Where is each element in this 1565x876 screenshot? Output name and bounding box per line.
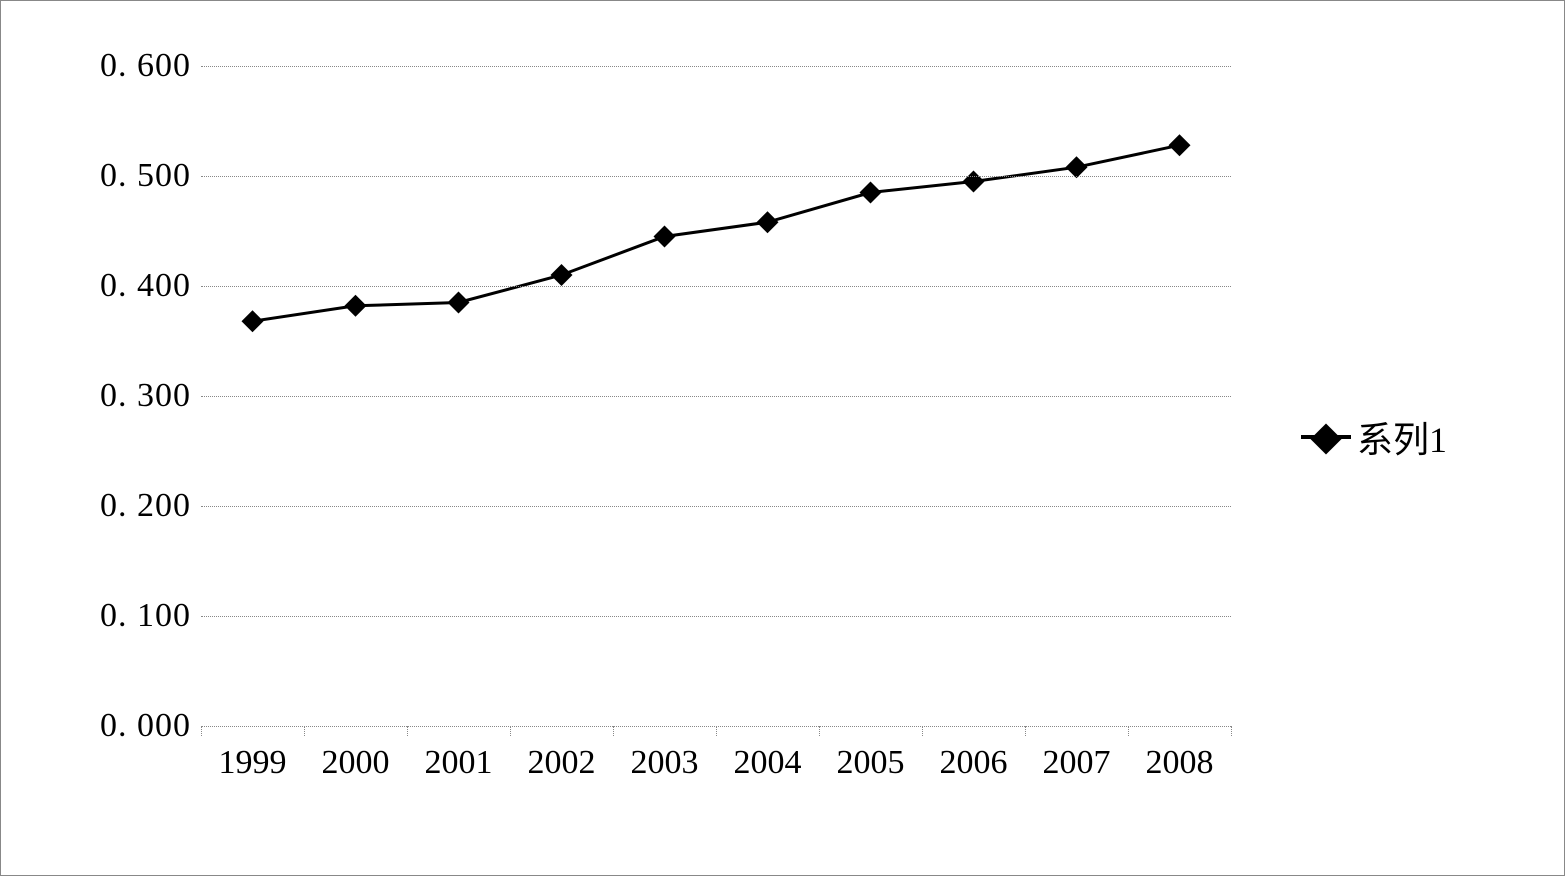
gridline-horizontal xyxy=(201,396,1231,397)
series-line xyxy=(253,145,1180,321)
series-diamond-marker xyxy=(242,310,264,332)
x-axis-tick-label: 2003 xyxy=(631,744,699,782)
gridline-horizontal xyxy=(201,66,1231,67)
gridline-horizontal xyxy=(201,286,1231,287)
x-axis-tick-mark xyxy=(819,726,820,736)
series-diamond-marker xyxy=(860,182,882,204)
y-axis-tick-label: 0. 200 xyxy=(100,487,191,525)
x-axis-tick-label: 2007 xyxy=(1043,744,1111,782)
x-axis-tick-mark xyxy=(716,726,717,736)
x-axis-tick-mark xyxy=(510,726,511,736)
plot-area: 0. 0000. 1000. 2000. 3000. 4000. 5000. 6… xyxy=(201,66,1231,726)
x-axis-tick-mark xyxy=(1231,726,1232,736)
x-axis-tick-mark xyxy=(304,726,305,736)
series-diamond-marker xyxy=(963,171,985,193)
x-axis-tick-mark xyxy=(407,726,408,736)
x-axis-tick-label: 2008 xyxy=(1146,744,1214,782)
y-axis-tick-label: 0. 400 xyxy=(100,267,191,305)
x-axis-tick-label: 2000 xyxy=(322,744,390,782)
legend-series-label: 系列1 xyxy=(1357,411,1447,463)
y-axis-tick-label: 0. 300 xyxy=(100,377,191,415)
x-axis-tick-label: 2005 xyxy=(837,744,905,782)
y-axis-tick-label: 0. 600 xyxy=(100,47,191,85)
x-axis-tick-label: 1999 xyxy=(219,744,287,782)
x-axis-tick-mark xyxy=(201,726,202,736)
gridline-horizontal xyxy=(201,176,1231,177)
x-axis-tick-mark xyxy=(922,726,923,736)
y-axis-tick-label: 0. 500 xyxy=(100,157,191,195)
chart-legend: 系列1 xyxy=(1301,411,1447,463)
x-axis-tick-label: 2002 xyxy=(528,744,596,782)
legend-diamond-marker xyxy=(1310,423,1341,454)
series-diamond-marker xyxy=(551,264,573,286)
series-diamond-marker xyxy=(345,295,367,317)
x-axis-tick-label: 2006 xyxy=(940,744,1008,782)
legend-line-sample xyxy=(1301,435,1351,439)
y-axis-tick-label: 0. 100 xyxy=(100,597,191,635)
x-axis-tick-label: 2001 xyxy=(425,744,493,782)
series-diamond-marker xyxy=(757,211,779,233)
gridline-horizontal xyxy=(201,506,1231,507)
series-diamond-marker xyxy=(448,292,470,314)
x-axis-tick-mark xyxy=(1128,726,1129,736)
y-axis-tick-label: 0. 000 xyxy=(100,707,191,745)
x-axis-tick-label: 2004 xyxy=(734,744,802,782)
series-diamond-marker xyxy=(654,226,676,248)
gridline-horizontal xyxy=(201,616,1231,617)
series-diamond-marker xyxy=(1169,134,1191,156)
x-axis-tick-mark xyxy=(613,726,614,736)
series-diamond-marker xyxy=(1066,156,1088,178)
x-axis-tick-mark xyxy=(1025,726,1026,736)
line-chart-container: 0. 000 0. 100 0. 200 0. 300 0. 400 0. 500 0. 6… xyxy=(0,0,1565,876)
